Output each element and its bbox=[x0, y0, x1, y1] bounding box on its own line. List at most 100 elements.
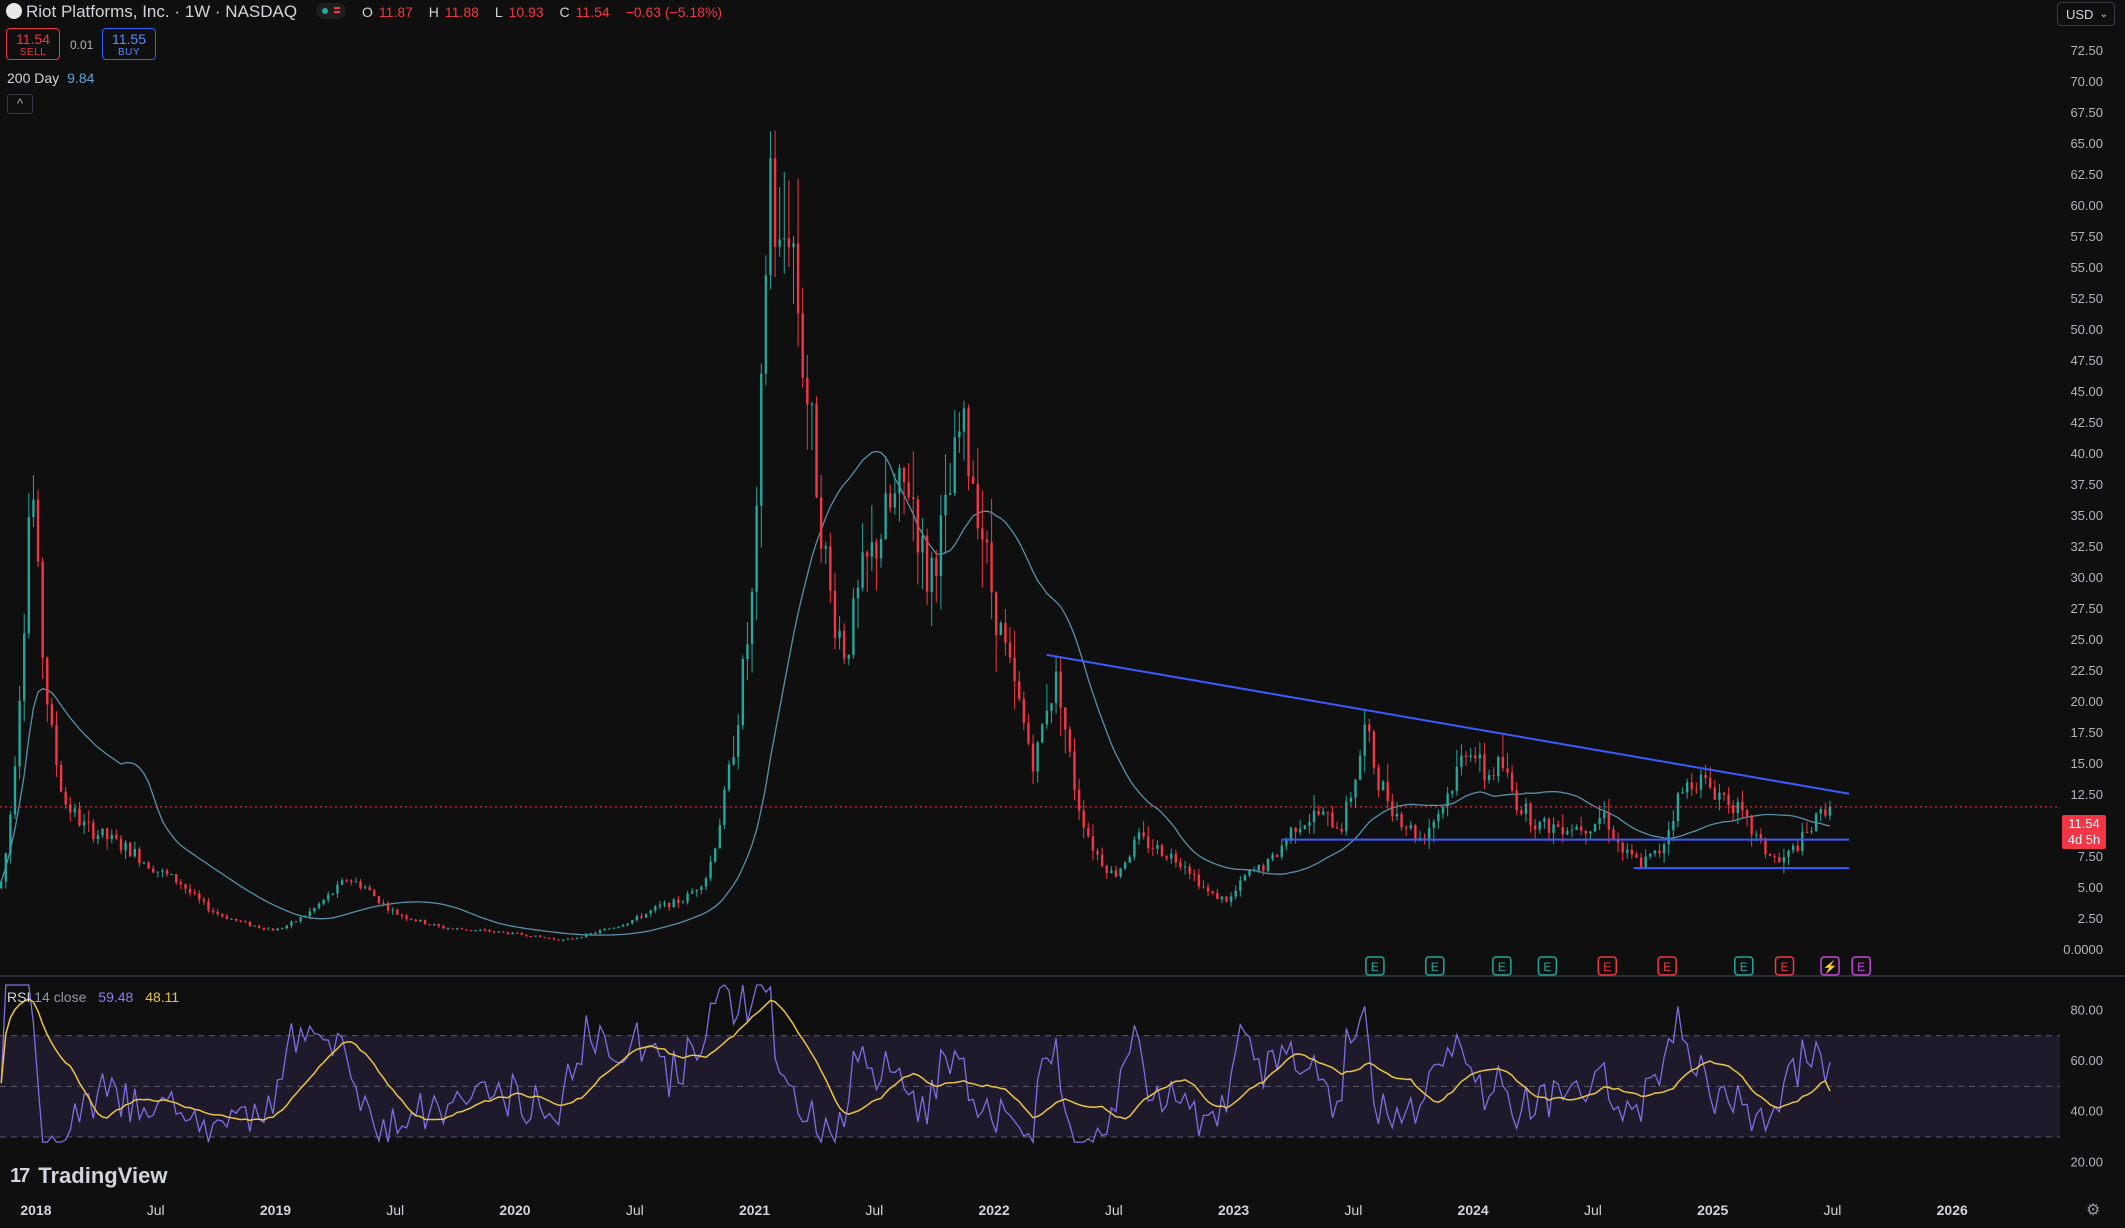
candle-body bbox=[1211, 891, 1214, 893]
candle-body bbox=[313, 907, 316, 912]
earnings-marker-frame bbox=[1820, 956, 1840, 976]
candle-body bbox=[640, 916, 643, 918]
candles bbox=[0, 130, 1832, 941]
currency-select[interactable]: USD ⌄ bbox=[2057, 2, 2115, 26]
low-label: L bbox=[494, 4, 503, 20]
candle-body bbox=[1589, 831, 1592, 834]
candle-body bbox=[207, 901, 210, 911]
candle-body bbox=[704, 878, 708, 887]
candle-body bbox=[585, 934, 588, 938]
candle-body bbox=[1819, 809, 1822, 814]
buy-price: 11.55 bbox=[112, 31, 146, 47]
price-tick-label: 20.00 bbox=[2070, 694, 2103, 709]
candle-body bbox=[939, 515, 943, 577]
buy-button[interactable]: 11.55 BUY bbox=[102, 28, 156, 60]
candle-body bbox=[575, 937, 579, 939]
candle-body bbox=[165, 870, 169, 875]
candle-body bbox=[1690, 782, 1693, 790]
candle-body bbox=[1782, 857, 1786, 863]
candle-body bbox=[944, 494, 947, 516]
candle-body bbox=[465, 929, 468, 931]
candle-body bbox=[262, 927, 265, 930]
sell-button[interactable]: 11.54 SELL bbox=[6, 28, 60, 60]
candle-body bbox=[46, 657, 49, 705]
time-axis: 2018 2019 2020 2021 2022 2023 2024 2025 2026 Jul J… bbox=[20, 1202, 1968, 1218]
candle-body bbox=[709, 861, 712, 879]
candle-body bbox=[1584, 830, 1588, 834]
candle-body bbox=[1515, 790, 1518, 811]
symbol-header[interactable]: Riot Platforms, Inc. · 1W · NASDAQ O 11.8… bbox=[6, 2, 728, 22]
time-tick-label: 2026 bbox=[1937, 1202, 1968, 1218]
candle-body bbox=[1216, 892, 1219, 900]
candle-body bbox=[115, 834, 118, 839]
candle-body bbox=[1824, 809, 1827, 816]
candle-body bbox=[990, 542, 993, 593]
candle-body bbox=[1732, 805, 1735, 814]
candle-body bbox=[1464, 755, 1468, 757]
market-status-indicator[interactable] bbox=[315, 3, 346, 19]
candle-body bbox=[677, 899, 680, 904]
candle-body bbox=[105, 828, 109, 840]
candle-body bbox=[1322, 811, 1325, 815]
candle-body bbox=[1404, 827, 1408, 829]
candle-body bbox=[230, 918, 233, 920]
candle-body bbox=[188, 888, 192, 893]
candle-body bbox=[1681, 792, 1684, 794]
moving-average-line bbox=[0, 450, 1831, 936]
time-tick-label: 2024 bbox=[1458, 1202, 1489, 1218]
candle-body bbox=[1110, 870, 1113, 873]
time-tick-label: Jul bbox=[1105, 1202, 1123, 1218]
rsi-legend[interactable]: RSI 14 close 59.48 48.11 bbox=[7, 989, 179, 1005]
candle-body bbox=[409, 918, 413, 920]
candle-body bbox=[778, 239, 781, 247]
earnings-marker-label: E bbox=[1781, 960, 1789, 974]
candle-body bbox=[1547, 818, 1551, 833]
tradingview-logo[interactable]: 17 TradingView bbox=[10, 1163, 167, 1189]
earnings-marker-frame bbox=[1492, 956, 1512, 976]
candle-body bbox=[423, 919, 427, 925]
candle-body bbox=[285, 925, 288, 929]
candle-body bbox=[41, 561, 44, 658]
candle-body bbox=[92, 822, 95, 839]
price-tick-label: 30.00 bbox=[2070, 570, 2103, 585]
symbol-logo-icon bbox=[6, 3, 22, 19]
high-value: 11.88 bbox=[444, 4, 479, 20]
candle-body bbox=[764, 275, 768, 374]
earnings-marker-icon: E bbox=[1597, 956, 1618, 976]
candle-body bbox=[1206, 887, 1210, 892]
candle-body bbox=[1409, 825, 1412, 829]
candle-body bbox=[962, 408, 966, 432]
candle-body bbox=[861, 552, 864, 588]
candle-body bbox=[1354, 779, 1357, 798]
earnings-marker-label: E bbox=[1371, 960, 1379, 974]
candle-body bbox=[608, 928, 611, 930]
earnings-marker-icon: ⚡ bbox=[1820, 956, 1840, 976]
candle-body bbox=[994, 592, 998, 636]
candle-body bbox=[571, 938, 574, 940]
low-value: 10.93 bbox=[508, 4, 544, 20]
collapse-legend-button[interactable]: ^ bbox=[7, 94, 33, 114]
candle-body bbox=[1561, 826, 1564, 835]
candle-body bbox=[1119, 868, 1122, 877]
rsi-ma-value: 48.11 bbox=[145, 989, 180, 1005]
settings-icon[interactable]: ⚙ bbox=[2086, 1202, 2101, 1219]
candle-body bbox=[147, 862, 150, 869]
candle-body bbox=[1004, 622, 1007, 643]
price-tick-label: 60.00 bbox=[2070, 198, 2103, 213]
earnings-marker-frame bbox=[1774, 956, 1795, 976]
candle-body bbox=[548, 937, 551, 939]
candle-body bbox=[1478, 754, 1482, 759]
candle-body bbox=[1736, 801, 1740, 814]
price-tick-label: 55.00 bbox=[2070, 260, 2103, 275]
candle-body bbox=[1326, 811, 1330, 813]
candle-body bbox=[1335, 827, 1339, 829]
candle-body bbox=[469, 930, 473, 932]
candle-body bbox=[663, 902, 666, 905]
candle-body bbox=[179, 882, 183, 885]
ma-legend[interactable]: 200 Day 9.84 bbox=[7, 70, 94, 86]
candle-body bbox=[101, 828, 104, 836]
candle-body bbox=[1432, 821, 1436, 828]
candle-body bbox=[1759, 834, 1763, 839]
candle-body bbox=[1400, 813, 1403, 828]
